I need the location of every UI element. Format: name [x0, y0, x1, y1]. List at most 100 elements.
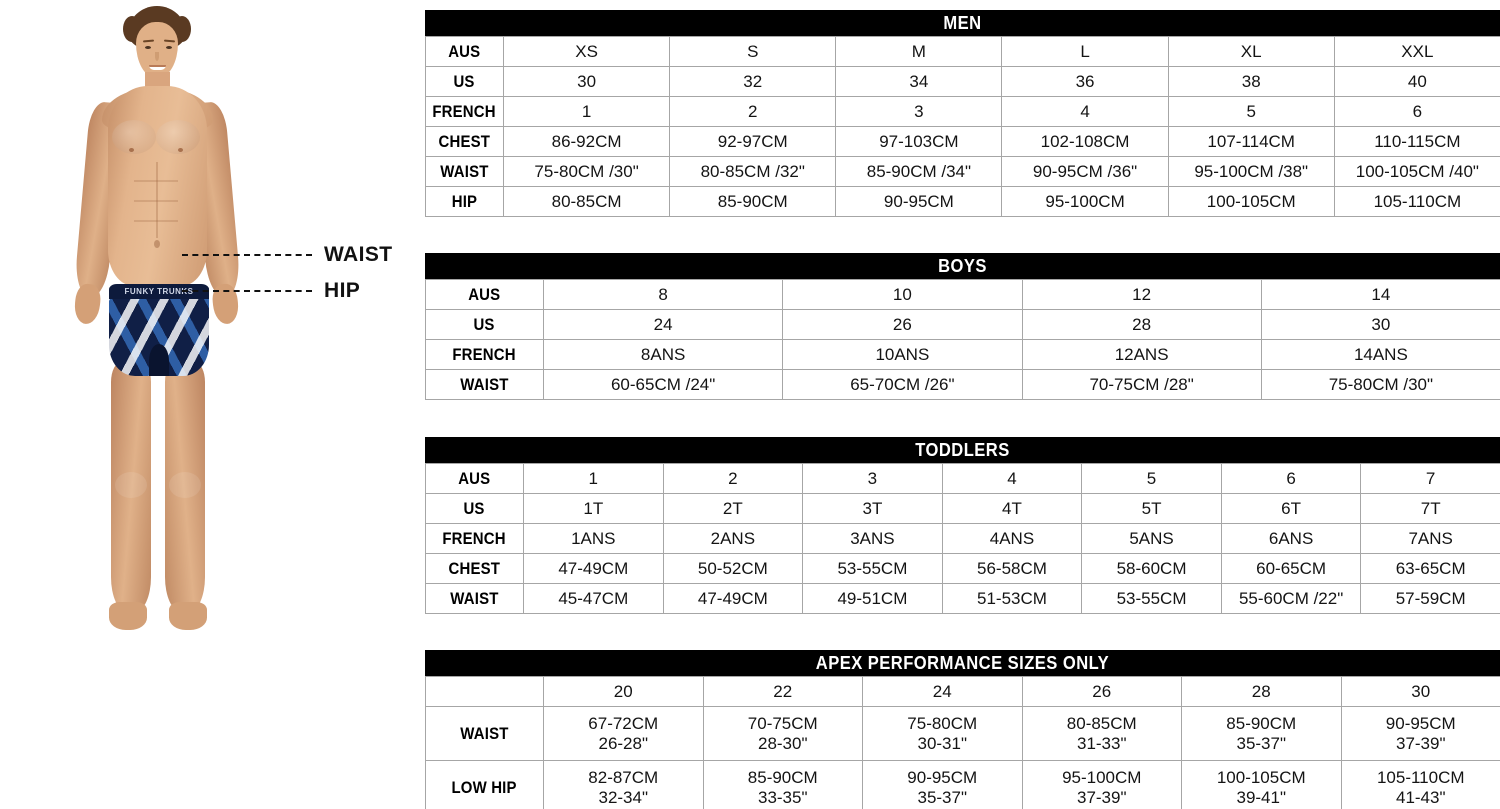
table-row: AUS 8 10 12 14	[425, 279, 1500, 310]
leg-right	[165, 362, 205, 612]
row-label-french: FRENCH	[425, 523, 524, 554]
table-cell: 14ANS	[1260, 339, 1500, 370]
table-cell: 105-110CM	[1333, 186, 1500, 217]
hand-left	[72, 282, 103, 326]
table-cell: 7T	[1360, 493, 1500, 524]
table-row: US 30 32 34 36 38 40	[425, 66, 1500, 97]
row-label-chest: CHEST	[425, 553, 524, 584]
cell-line-inches: 37-39"	[1395, 733, 1446, 753]
table-cell: 53-55CM	[802, 553, 943, 584]
table-row: WAIST 75-80CM /30" 80-85CM /32" 85-90CM /34…	[425, 156, 1500, 187]
row-label-low-hip: LOW HIP	[425, 760, 544, 809]
row-label-text: CHEST	[448, 558, 501, 578]
callout-label-waist: WAIST	[324, 243, 393, 266]
table-cell: 75-80CM /30"	[502, 156, 671, 187]
row-label-chest: CHEST	[425, 126, 504, 157]
table-row: CHEST 86-92CM 92-97CM 97-103CM 102-108CM 107-…	[425, 126, 1500, 157]
table-cell: 28	[1021, 309, 1262, 340]
table-cell: 70-75CM /28"	[1021, 369, 1262, 400]
table-cell: 10	[782, 279, 1023, 310]
table-cell: 6	[1333, 96, 1500, 127]
table-cell: 75-80CM /30"	[1260, 369, 1500, 400]
table-cell: 95-100CM	[1001, 186, 1169, 217]
abdominal-crease-1	[134, 180, 178, 182]
row-label-text: LOW HIP	[451, 777, 518, 797]
table-row: CHEST 47-49CM 50-52CM 53-55CM 56-58CM 58-60CM…	[425, 553, 1500, 584]
cell-line-inches: 41-43"	[1395, 787, 1446, 807]
table-cell: 85-90CM	[669, 186, 837, 217]
nipple-left	[129, 148, 134, 152]
table-cell: XXL	[1333, 36, 1500, 67]
male-model-figure: FUNKY TRUNKS	[52, 2, 252, 642]
cell-line-cm: 67-72CM	[588, 714, 659, 734]
table-cell: 60-65CM /24"	[542, 369, 784, 400]
cell-line-cm: 105-110CM	[1376, 768, 1465, 788]
callout-hip: HIP	[182, 279, 360, 303]
table-cell: 90-95CM /36"	[1001, 156, 1169, 187]
row-label-us: US	[425, 309, 544, 340]
table-cell: 5	[1167, 96, 1335, 127]
callout-waist: WAIST	[182, 243, 393, 267]
row-label-text: FRENCH	[442, 528, 507, 548]
table-row: FRENCH 1ANS 2ANS 3ANS 4ANS 5ANS 6ANS 7ANS	[425, 523, 1500, 554]
table-cell: 5	[1081, 463, 1222, 494]
table-cell: 100-105CM /40"	[1333, 156, 1500, 187]
table-cell: 50-52CM	[662, 553, 804, 584]
table-cell: 102-108CM	[1001, 126, 1169, 157]
table-title-toddlers: TODDLERS	[468, 437, 1457, 463]
table-cell: 8	[542, 279, 784, 310]
table-cell: 70-75CM 28-30"	[702, 706, 863, 761]
table-cell: 12ANS	[1021, 339, 1262, 370]
trunks-waistband-brand: FUNKY TRUNKS	[109, 284, 209, 299]
table-cell: 12	[1021, 279, 1262, 310]
table-cell: 1T	[523, 493, 664, 524]
table-cell: 56-58CM	[941, 553, 1083, 584]
foot-right	[169, 602, 207, 630]
table-cell: 55-60CM /22"	[1220, 583, 1362, 614]
table-row: HIP 80-85CM 85-90CM 90-95CM 95-100CM 100-105C…	[425, 186, 1500, 217]
foot-left	[109, 602, 147, 630]
nipple-right	[178, 148, 183, 152]
table-title-bar-boys: BOYS	[425, 253, 1500, 279]
cell-line-inches: 28-30"	[757, 733, 808, 753]
table-cell: 14	[1260, 279, 1500, 310]
row-label-aus: AUS	[425, 36, 504, 67]
cell-line-cm: 70-75CM	[747, 714, 818, 734]
cell-line-cm: 85-90CM	[1226, 714, 1297, 734]
row-label-waist: WAIST	[425, 706, 544, 761]
table-cell: 90-95CM 35-37"	[862, 760, 1023, 809]
cell-line-inches: 33-35"	[757, 787, 808, 807]
table-title-apex: APEX PERFORMANCE SIZES ONLY	[468, 650, 1457, 676]
row-label-text: US	[463, 498, 486, 518]
row-label-us: US	[425, 66, 504, 97]
cell-line-cm: 100-105CM	[1216, 768, 1306, 788]
table-cell: 49-51CM	[802, 583, 943, 614]
table-cell: 51-53CM	[941, 583, 1083, 614]
table-cell: 86-92CM	[502, 126, 671, 157]
table-cell: 7ANS	[1360, 523, 1500, 554]
table-cell: 4	[941, 463, 1083, 494]
table-cell: 1	[502, 96, 671, 127]
row-label-empty	[425, 676, 544, 707]
table-cell: 95-100CM 37-39"	[1021, 760, 1182, 809]
table-cell: XL	[1167, 36, 1335, 67]
row-label-waist: WAIST	[425, 583, 524, 614]
cell-line-cm: 95-100CM	[1062, 768, 1142, 788]
swim-trunks-garment: FUNKY TRUNKS	[109, 284, 209, 376]
table-title-bar-apex: APEX PERFORMANCE SIZES ONLY	[425, 650, 1500, 676]
table-cell: 80-85CM 31-33"	[1021, 706, 1182, 761]
table-cell: 3	[835, 96, 1003, 127]
row-label-text: US	[473, 314, 496, 334]
size-table-toddlers: TODDLERS AUS 1 2 3 4 5 6 7 US 1T 2T 3T 4T 5T 6T 7T FRENCH…	[425, 437, 1500, 614]
pectoral-left	[112, 120, 156, 154]
table-cell: 1	[523, 463, 664, 494]
cell-line-cm: 75-80CM	[907, 714, 978, 734]
table-apex: 20 22 24 26 28 30 WAIST 67-72CM 26-28" 70-75CM 28-…	[425, 676, 1500, 809]
table-cell: 2	[662, 463, 804, 494]
leg-left	[111, 362, 151, 612]
table-cell: 26	[782, 309, 1023, 340]
row-label-waist: WAIST	[425, 369, 544, 400]
table-cell: 4ANS	[941, 523, 1083, 554]
trunks-crotch-shadow	[149, 344, 169, 376]
